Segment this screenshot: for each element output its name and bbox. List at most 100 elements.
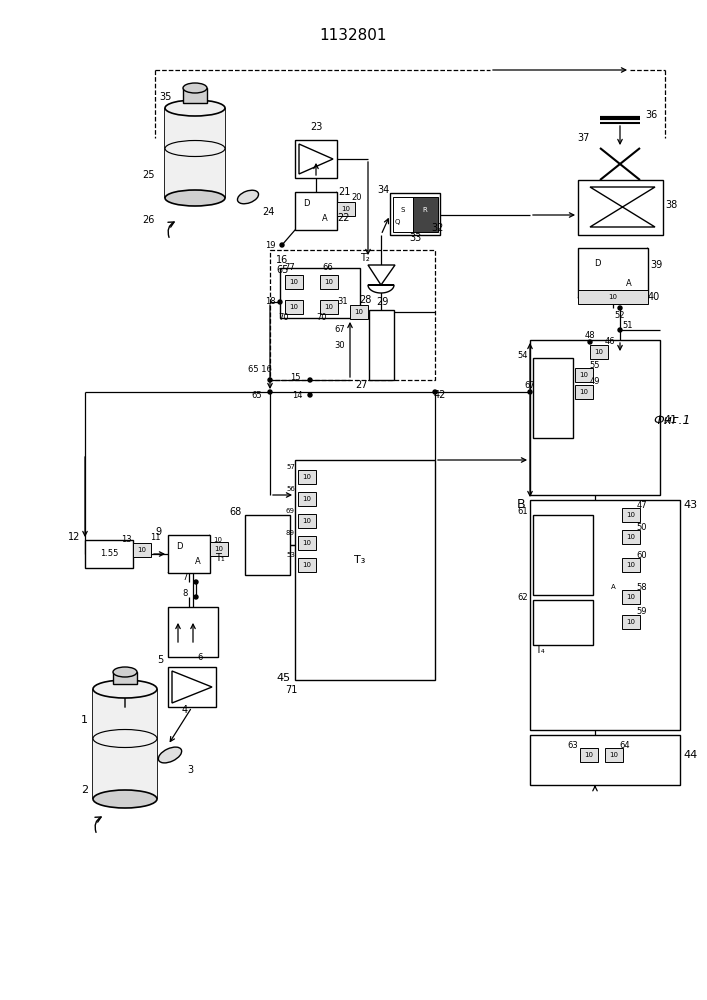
Bar (533, 358, 573, 438)
Bar (298, 492, 316, 506)
Text: 20: 20 (352, 194, 362, 202)
Text: 10: 10 (626, 512, 636, 518)
Bar (622, 530, 640, 544)
Text: 10: 10 (354, 309, 363, 315)
Text: 61: 61 (518, 508, 528, 516)
Bar (245, 515, 290, 575)
Text: 51: 51 (623, 322, 633, 330)
Ellipse shape (165, 190, 225, 206)
Text: 48: 48 (585, 330, 595, 340)
Text: 43: 43 (683, 500, 697, 510)
Text: 13: 13 (122, 536, 132, 544)
Ellipse shape (165, 140, 225, 156)
Circle shape (194, 595, 198, 599)
Text: 38: 38 (665, 200, 677, 210)
Text: 52: 52 (615, 310, 625, 320)
Bar (133, 543, 151, 557)
Text: 10: 10 (580, 372, 588, 378)
Text: 1: 1 (81, 715, 88, 725)
Text: 10: 10 (609, 294, 617, 300)
Text: 58: 58 (637, 582, 648, 591)
Text: 7: 7 (182, 574, 187, 582)
Bar (165, 108, 225, 198)
Text: T₂: T₂ (360, 253, 370, 263)
Text: D: D (177, 542, 183, 551)
Text: 70: 70 (317, 312, 327, 322)
Bar (578, 248, 648, 298)
Bar (369, 310, 394, 380)
Ellipse shape (93, 790, 157, 808)
Text: A: A (322, 214, 328, 223)
Text: 10: 10 (303, 496, 312, 502)
Text: 35: 35 (159, 92, 171, 102)
Text: 68: 68 (230, 507, 242, 517)
Polygon shape (368, 265, 395, 285)
Text: 29: 29 (376, 297, 388, 307)
Bar (590, 345, 608, 359)
Circle shape (280, 243, 284, 247)
Bar (533, 600, 593, 645)
Text: 10: 10 (626, 619, 636, 625)
Bar (298, 536, 316, 550)
Text: 65: 65 (252, 390, 262, 399)
Bar (622, 590, 640, 604)
Text: 10: 10 (303, 518, 312, 524)
Text: 42: 42 (434, 390, 446, 400)
Text: 8: 8 (182, 589, 187, 598)
Text: 19: 19 (264, 240, 275, 249)
Bar (295, 192, 337, 230)
Ellipse shape (158, 747, 182, 763)
Text: 3: 3 (187, 765, 193, 775)
Text: 60: 60 (637, 550, 648, 560)
Bar (168, 607, 218, 657)
Bar (270, 250, 435, 380)
Text: 10: 10 (303, 474, 312, 480)
Text: 26: 26 (143, 215, 155, 225)
Text: 28: 28 (359, 295, 371, 305)
Bar (393, 197, 413, 232)
Text: 6: 6 (197, 652, 203, 662)
Bar (295, 140, 337, 178)
Text: B: B (516, 498, 525, 512)
Text: 9: 9 (156, 527, 162, 537)
Bar (578, 180, 663, 235)
Bar (530, 735, 680, 785)
Ellipse shape (93, 730, 157, 748)
Text: 22: 22 (337, 213, 349, 223)
Circle shape (588, 340, 592, 344)
Text: 10: 10 (325, 304, 334, 310)
Text: Q: Q (395, 219, 399, 225)
Text: 12: 12 (68, 532, 80, 542)
Text: 37: 37 (578, 133, 590, 143)
Text: 5: 5 (157, 655, 163, 665)
Text: 47: 47 (637, 500, 648, 510)
Text: 4: 4 (182, 705, 188, 715)
Bar (298, 470, 316, 484)
Text: 10: 10 (137, 547, 146, 553)
Text: 59: 59 (637, 607, 647, 616)
Bar (298, 558, 316, 572)
Text: A: A (611, 584, 615, 590)
Text: 23: 23 (310, 122, 322, 132)
Text: 10: 10 (626, 562, 636, 568)
Text: 89: 89 (286, 530, 295, 536)
Bar (285, 275, 303, 289)
Ellipse shape (183, 83, 207, 93)
Polygon shape (172, 671, 212, 703)
Text: 67: 67 (334, 326, 346, 334)
Bar (390, 193, 440, 235)
Bar (85, 540, 133, 568)
Text: 77: 77 (284, 263, 295, 272)
Bar (113, 672, 137, 684)
Text: T₃: T₃ (354, 555, 366, 565)
Text: 69: 69 (286, 508, 295, 514)
Text: 1.55: 1.55 (100, 550, 118, 558)
Polygon shape (368, 285, 394, 293)
Text: D: D (303, 199, 310, 208)
Bar (168, 535, 210, 573)
Text: 70: 70 (279, 312, 289, 322)
Circle shape (618, 328, 622, 332)
Circle shape (268, 378, 272, 382)
Text: 2: 2 (81, 785, 88, 795)
Text: 71: 71 (285, 685, 297, 695)
